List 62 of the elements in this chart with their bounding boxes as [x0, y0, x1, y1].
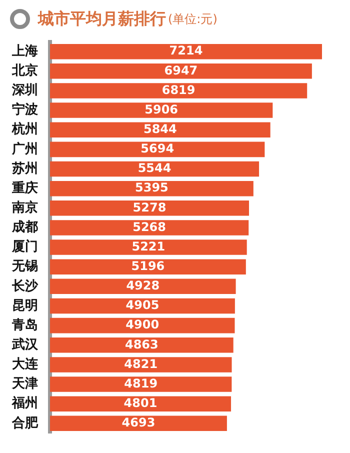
- bar: [50, 338, 234, 353]
- data-label: 4693: [122, 416, 156, 430]
- y-tick-label: 杭州: [11, 121, 38, 138]
- bar: [50, 396, 232, 412]
- data-label: 4905: [126, 298, 160, 312]
- data-label: 5694: [140, 142, 174, 156]
- y-tick-label: 天津: [11, 376, 38, 392]
- bar: [50, 83, 308, 98]
- y-tick-label: 青岛: [11, 318, 38, 333]
- data-label: 5844: [143, 122, 177, 136]
- y-tick-label: 南京: [11, 200, 38, 216]
- chart-subtitle: (单位:元): [168, 10, 218, 28]
- data-label: 4900: [126, 318, 160, 332]
- bar: [50, 318, 235, 334]
- y-tick-label: 武汉: [11, 338, 39, 353]
- bar: [50, 220, 249, 236]
- data-label: 6819: [162, 82, 196, 97]
- data-label: 5906: [144, 102, 178, 116]
- bar: [50, 64, 312, 79]
- y-tick-label: 长沙: [11, 278, 39, 294]
- data-label: 6947: [164, 63, 198, 78]
- y-tick-label: 成都: [11, 220, 38, 236]
- data-label: 5268: [132, 220, 166, 234]
- bar: [50, 278, 236, 294]
- bar: [50, 102, 273, 118]
- y-tick-label: 昆明: [12, 298, 38, 314]
- data-label: 5278: [132, 200, 166, 214]
- y-tick-label: 上海: [11, 44, 38, 59]
- y-tick-label: 北京: [11, 62, 38, 79]
- bar: [50, 161, 260, 177]
- y-tick-label: 宁波: [12, 102, 39, 118]
- chart-title: 城市平均月薪排行: [38, 8, 166, 30]
- bar: [50, 240, 247, 255]
- bar: [50, 298, 235, 314]
- y-tick-label: 合肥: [11, 414, 39, 431]
- bar: [50, 259, 246, 274]
- data-label: 4801: [124, 396, 158, 410]
- y-tick-label: 苏州: [11, 161, 38, 176]
- bar: [50, 180, 254, 196]
- bar: [50, 122, 270, 138]
- bar: [50, 357, 232, 372]
- y-tick-label: 福州: [11, 395, 38, 412]
- bar: [50, 142, 265, 158]
- bar: [50, 44, 322, 60]
- y-tick-label: 深圳: [11, 83, 38, 98]
- bar: [50, 376, 232, 392]
- data-label: 5544: [138, 161, 172, 176]
- y-tick-label: 无锡: [11, 259, 38, 274]
- data-label: 4928: [126, 278, 160, 293]
- y-tick-label: 大连: [12, 357, 39, 372]
- data-label: 5221: [132, 239, 166, 254]
- y-tick-label: 广州: [11, 140, 38, 157]
- data-label: 4819: [124, 376, 158, 390]
- bar: [50, 416, 227, 432]
- data-label: 4863: [124, 337, 158, 352]
- y-tick-label: 重庆: [11, 180, 38, 196]
- data-label: 4821: [124, 356, 158, 371]
- data-label: 5196: [131, 258, 165, 273]
- y-tick-label: 厦门: [11, 238, 38, 255]
- data-label: 5395: [135, 180, 168, 195]
- data-label: 7214: [169, 44, 203, 58]
- bar: [50, 200, 250, 216]
